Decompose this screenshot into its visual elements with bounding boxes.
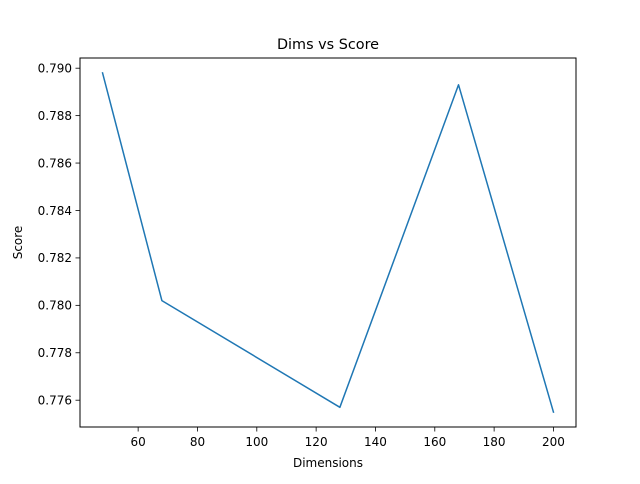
y-tick-label: 0.784 [38,204,72,218]
y-tick-label: 0.790 [38,61,72,75]
x-tick-label: 180 [483,435,506,449]
y-tick-label: 0.782 [38,251,72,265]
x-axis-label: Dimensions [293,456,363,470]
x-tick-label: 140 [364,435,387,449]
x-tick-label: 100 [245,435,268,449]
x-tick-label: 80 [190,435,205,449]
series-layer [101,72,555,413]
y-tick-label: 0.778 [38,346,72,360]
series-line [101,72,555,413]
y-axis-label: Score [11,226,25,260]
y-tick-label: 0.786 [38,156,72,170]
x-tick-label: 160 [423,435,446,449]
chart-title: Dims vs Score [277,37,379,53]
y-tick-label: 0.788 [38,109,72,123]
y-axis-ticks: 0.776 0.778 0.780 0.782 0.784 0.786 0.788 0.790 [38,61,80,408]
x-tick-label: 60 [131,435,146,449]
x-tick-label: 200 [542,435,565,449]
x-axis-ticks: 60 80 100 120 140 160 180 200 [131,427,565,449]
y-tick-label: 0.780 [38,299,72,313]
y-tick-label: 0.776 [38,394,72,408]
x-tick-label: 120 [305,435,328,449]
plot-area-frame [79,57,577,428]
